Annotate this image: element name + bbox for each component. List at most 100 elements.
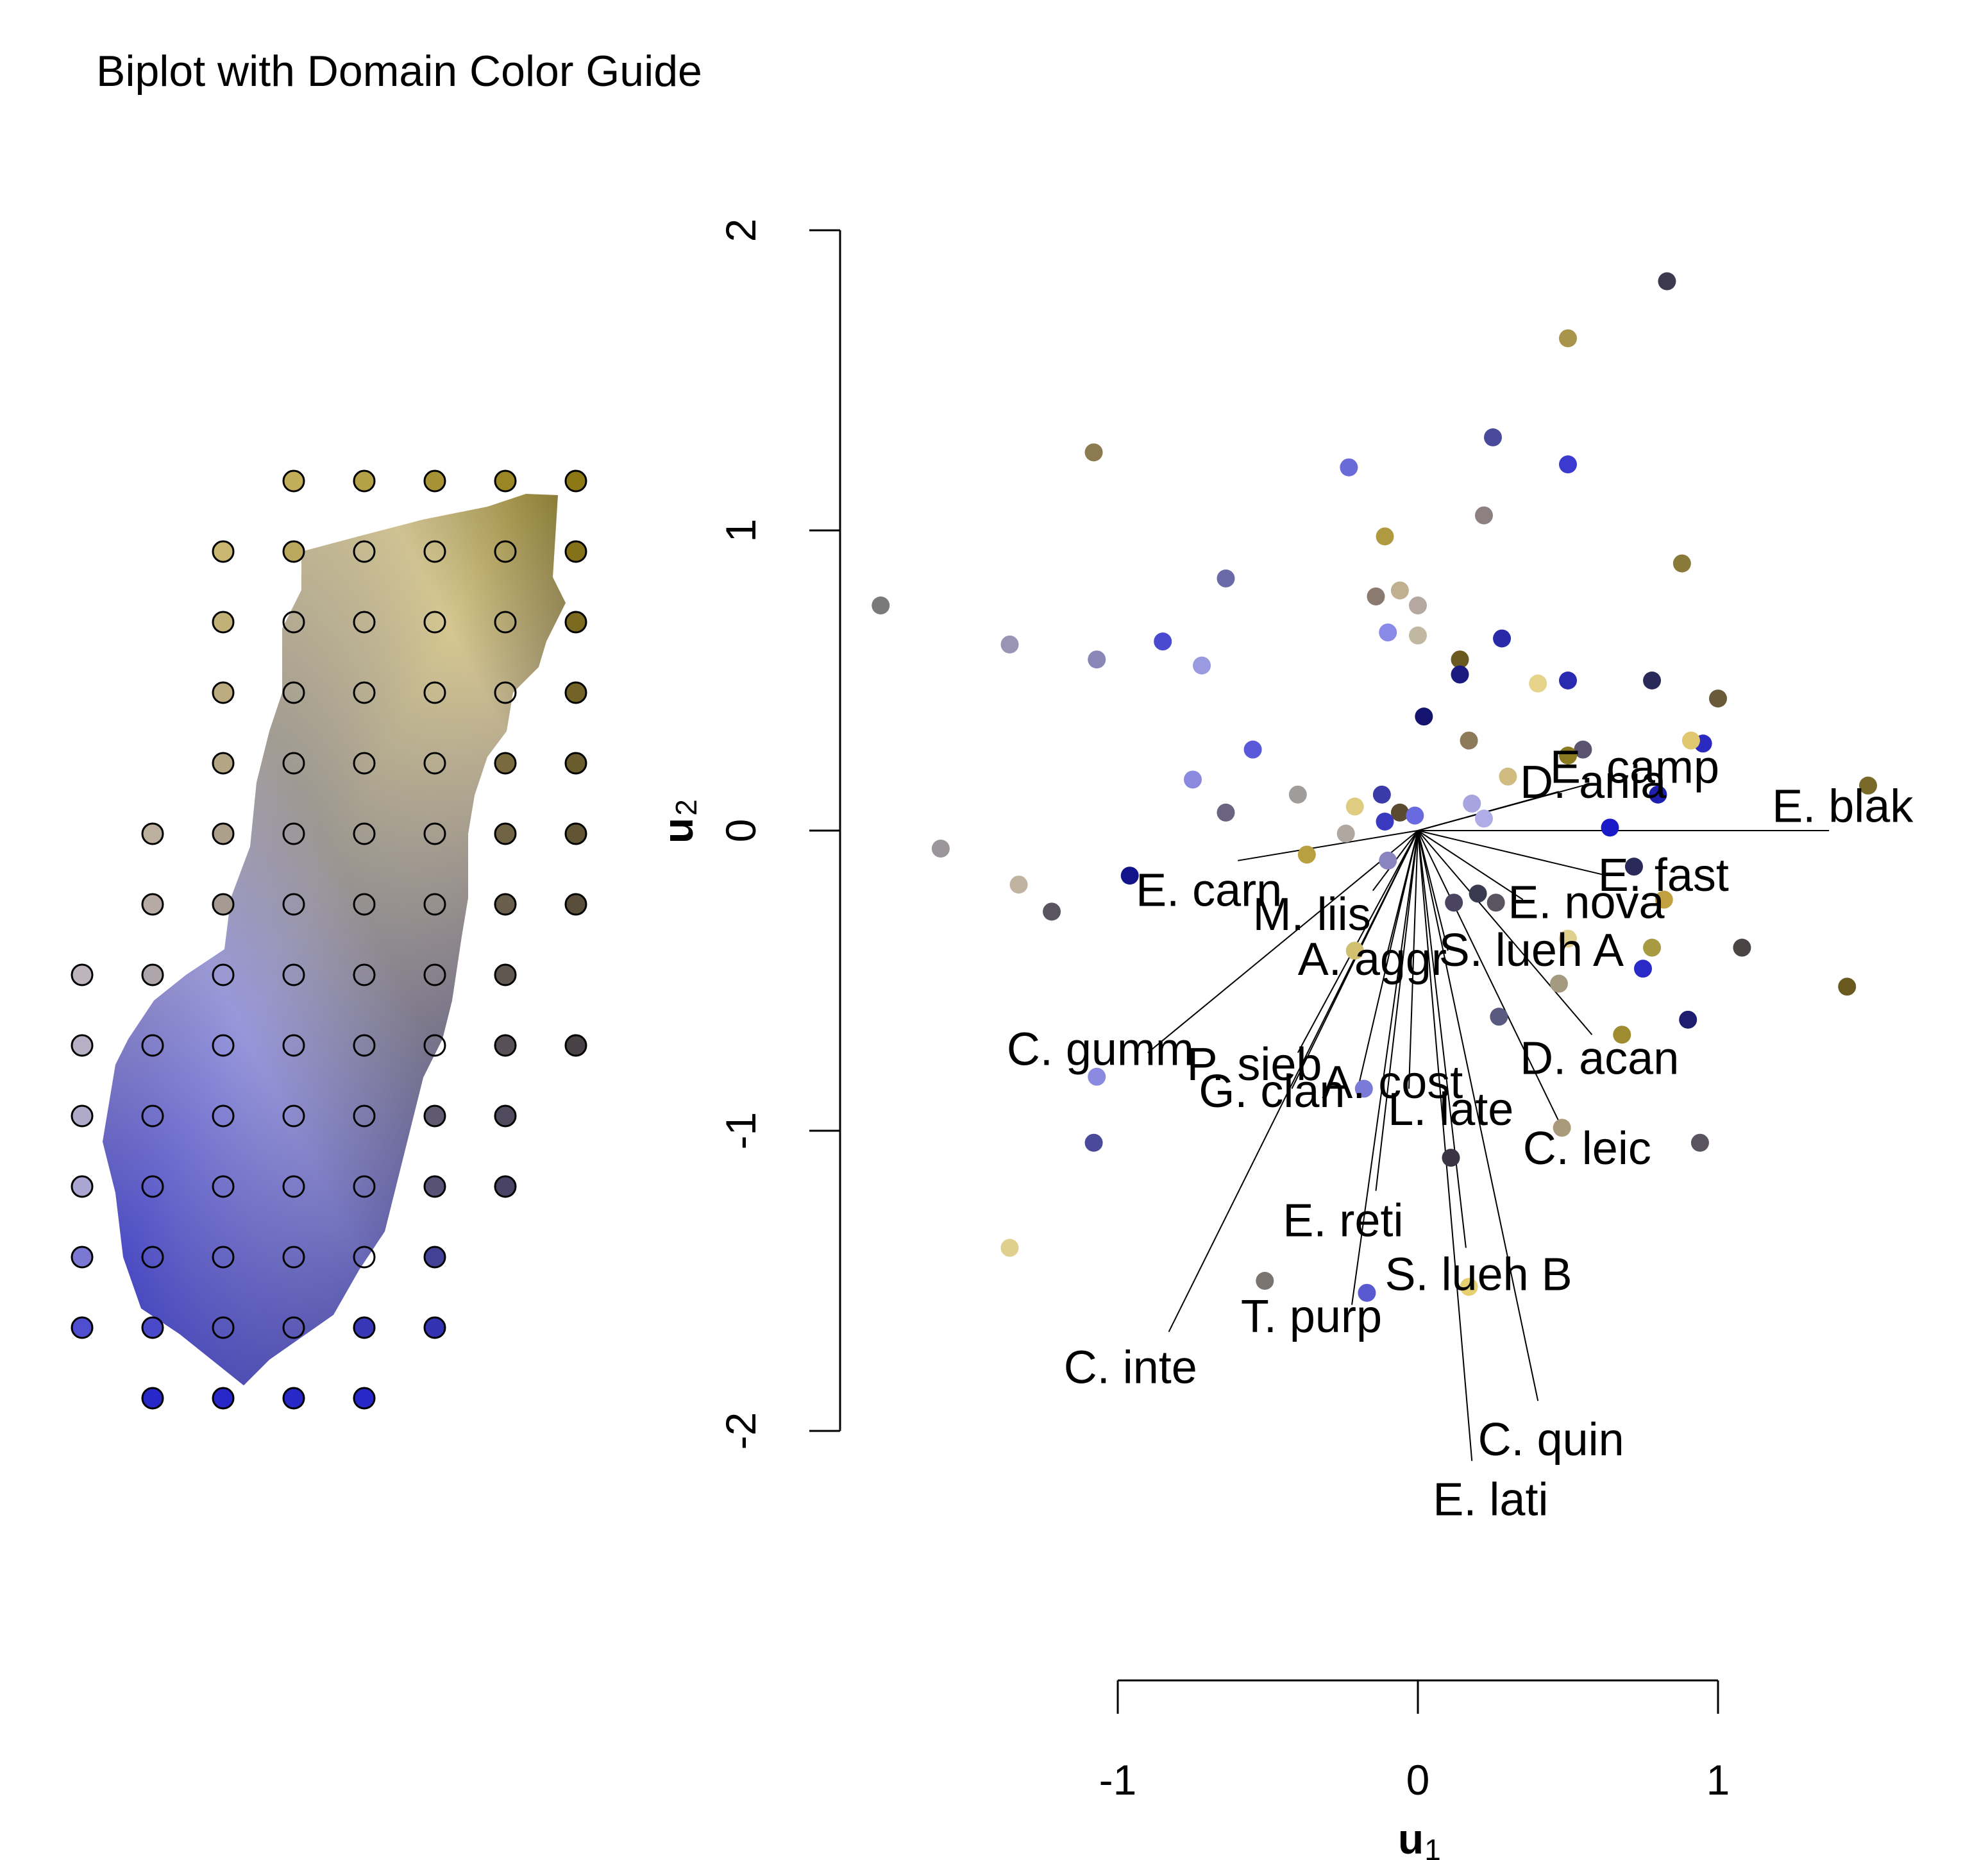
species-loading-line <box>1408 830 1419 1089</box>
guide-site-marker <box>494 822 517 845</box>
site-point <box>1409 626 1427 645</box>
y-tick-label: -1 <box>717 1112 764 1150</box>
site-point <box>1345 942 1364 960</box>
site-point <box>1445 893 1463 912</box>
y-axis-label: u <box>654 818 702 843</box>
guide-site-marker <box>423 1175 446 1198</box>
guide-site-marker <box>282 1034 305 1057</box>
guide-site-marker <box>71 1175 94 1198</box>
guide-site-marker <box>494 1034 517 1057</box>
site-point <box>1415 707 1433 726</box>
guide-site-marker <box>564 611 587 634</box>
site-point <box>1406 806 1424 825</box>
site-point <box>1379 851 1397 870</box>
site-point <box>1559 329 1577 348</box>
guide-site-marker <box>423 893 446 916</box>
guide-site-marker <box>212 822 235 845</box>
site-point <box>1559 672 1577 689</box>
guide-site-marker <box>282 1175 305 1198</box>
species-label: A. cost <box>1322 1057 1463 1108</box>
guide-site-marker <box>282 752 305 775</box>
species-loading-line <box>1417 830 1473 1461</box>
guide-site-marker <box>212 963 235 986</box>
species-label: P. sieb <box>1187 1039 1322 1090</box>
site-point <box>1559 929 1577 948</box>
site-point <box>1601 818 1619 837</box>
site-point <box>1679 1010 1697 1029</box>
site-point <box>1009 875 1028 894</box>
domain-color-guide <box>71 469 587 1410</box>
site-point <box>1634 960 1652 978</box>
site-point <box>1120 867 1139 885</box>
guide-site-marker <box>423 822 446 845</box>
site-point <box>1217 569 1235 588</box>
species-label: E. reti <box>1283 1195 1403 1246</box>
guide-site-marker <box>494 1175 517 1198</box>
guide-site-marker <box>141 1175 164 1198</box>
species-loading-line <box>1417 830 1563 1128</box>
site-point <box>1672 554 1691 573</box>
guide-site-marker <box>353 540 376 563</box>
x-tick-label: -1 <box>1099 1756 1137 1804</box>
species-label: L. late <box>1388 1084 1513 1135</box>
site-point <box>1624 858 1643 876</box>
guide-site-marker <box>353 1104 376 1128</box>
site-point <box>1217 803 1235 822</box>
guide-site-marker <box>212 893 235 916</box>
site-point <box>1859 776 1877 795</box>
guide-site-marker <box>212 1316 235 1339</box>
site-point <box>1469 884 1487 903</box>
site-point <box>1084 1133 1103 1152</box>
guide-site-marker <box>423 1034 446 1057</box>
y-tick-label: -2 <box>717 1412 764 1450</box>
guide-site-marker <box>353 752 376 775</box>
site-point <box>1658 272 1676 291</box>
guide-site-marker <box>494 752 517 775</box>
site-point <box>1709 689 1727 708</box>
guide-site-marker <box>212 1387 235 1410</box>
site-point <box>1243 740 1262 759</box>
guide-site-marker <box>141 1104 164 1128</box>
guide-site-marker <box>212 611 235 634</box>
site-point <box>1553 1119 1571 1137</box>
species-loading-line <box>1297 830 1419 1053</box>
guide-site-marker <box>353 893 376 916</box>
guide-site-marker <box>71 1316 94 1339</box>
guide-site-marker <box>282 469 305 493</box>
site-point <box>1490 1008 1508 1026</box>
guide-site-marker <box>212 1034 235 1057</box>
guide-site-marker <box>494 893 517 916</box>
site-point <box>1655 890 1673 909</box>
guide-site-marker <box>141 893 164 916</box>
species-label: C. gumm <box>1007 1024 1194 1076</box>
species-loading-line <box>1417 830 1608 877</box>
species-label: S. lueh A <box>1439 925 1624 976</box>
guide-site-marker <box>282 1104 305 1128</box>
site-point <box>1474 506 1493 525</box>
site-point <box>1390 803 1409 822</box>
species-loading-line <box>1238 830 1419 861</box>
site-point <box>1043 902 1061 921</box>
site-point <box>1451 650 1469 669</box>
guide-site-marker <box>71 963 94 986</box>
species-loading-line <box>1375 830 1419 1191</box>
site-point <box>1000 635 1019 654</box>
guide-site-marker <box>282 1246 305 1269</box>
region-map-shading <box>103 494 566 1385</box>
site-point <box>1643 672 1662 689</box>
guide-site-marker <box>423 681 446 704</box>
x-axis-label-subscript: 1 <box>1424 1833 1441 1860</box>
guide-site-marker <box>141 1387 164 1410</box>
site-point <box>1409 596 1427 614</box>
site-point <box>1000 1239 1019 1257</box>
y-tick-label: 1 <box>717 519 764 543</box>
site-point <box>1442 1149 1460 1167</box>
site-point <box>1460 1278 1478 1296</box>
site-point <box>1193 656 1211 675</box>
site-point <box>1376 527 1394 546</box>
species-label: E. camp <box>1550 742 1719 793</box>
species-label: E. lati <box>1433 1475 1548 1526</box>
species-label: E. carn <box>1136 865 1282 917</box>
